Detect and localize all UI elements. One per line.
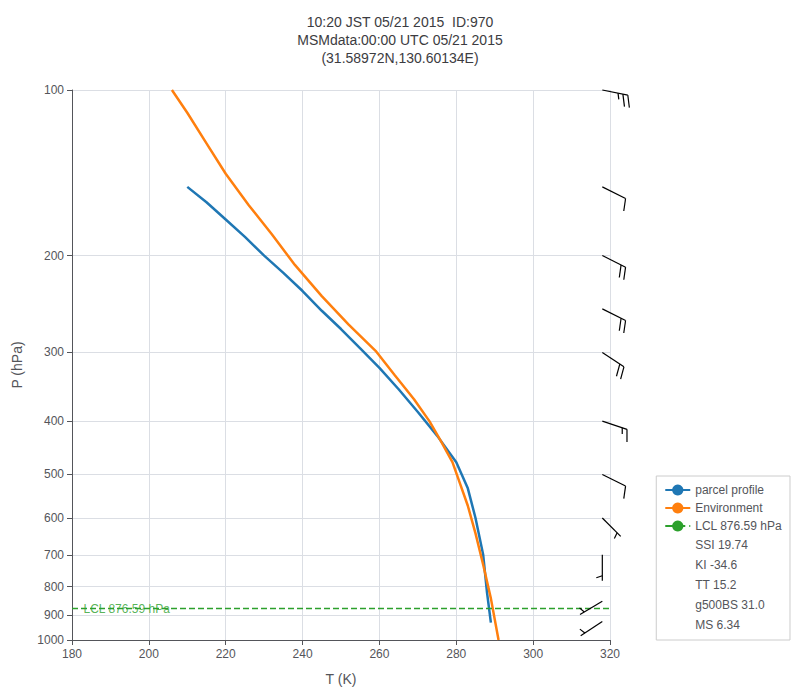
svg-text:MS 6.34: MS 6.34 [695,618,740,632]
svg-text:Environment: Environment [695,501,763,515]
svg-text:200: 200 [139,647,159,661]
svg-text:280: 280 [446,647,466,661]
svg-text:800: 800 [44,580,64,594]
svg-text:SSI 19.74: SSI 19.74 [695,538,748,552]
svg-text:1000: 1000 [37,633,64,647]
svg-text:600: 600 [44,511,64,525]
svg-text:g500BS 31.0: g500BS 31.0 [695,598,765,612]
svg-text:500: 500 [44,467,64,481]
svg-text:300: 300 [523,647,543,661]
svg-text:T (K): T (K) [326,671,357,687]
svg-text:MSMdata:00:00 UTC 05/21 2015: MSMdata:00:00 UTC 05/21 2015 [297,32,503,48]
svg-text:P (hPa): P (hPa) [9,341,25,388]
svg-text:900: 900 [44,608,64,622]
svg-text:240: 240 [293,647,313,661]
svg-text:LCL 876.59 hPa: LCL 876.59 hPa [695,519,782,533]
svg-text:700: 700 [44,548,64,562]
svg-text:10:20 JST 05/21 2015 ID:970: 10:20 JST 05/21 2015 ID:970 [307,14,494,30]
svg-text:KI -34.6: KI -34.6 [695,558,737,572]
svg-text:320: 320 [600,647,620,661]
svg-text:100: 100 [44,83,64,97]
svg-text:parcel profile: parcel profile [695,483,764,497]
svg-text:LCL 876.59 hPa: LCL 876.59 hPa [84,602,171,616]
svg-text:200: 200 [44,249,64,263]
svg-text:220: 220 [216,647,236,661]
svg-text:(31.58972N,130.60134E): (31.58972N,130.60134E) [321,50,478,66]
svg-text:180: 180 [62,647,82,661]
svg-text:300: 300 [44,345,64,359]
svg-text:400: 400 [44,414,64,428]
svg-text:260: 260 [369,647,389,661]
svg-text:TT 15.2: TT 15.2 [695,578,736,592]
